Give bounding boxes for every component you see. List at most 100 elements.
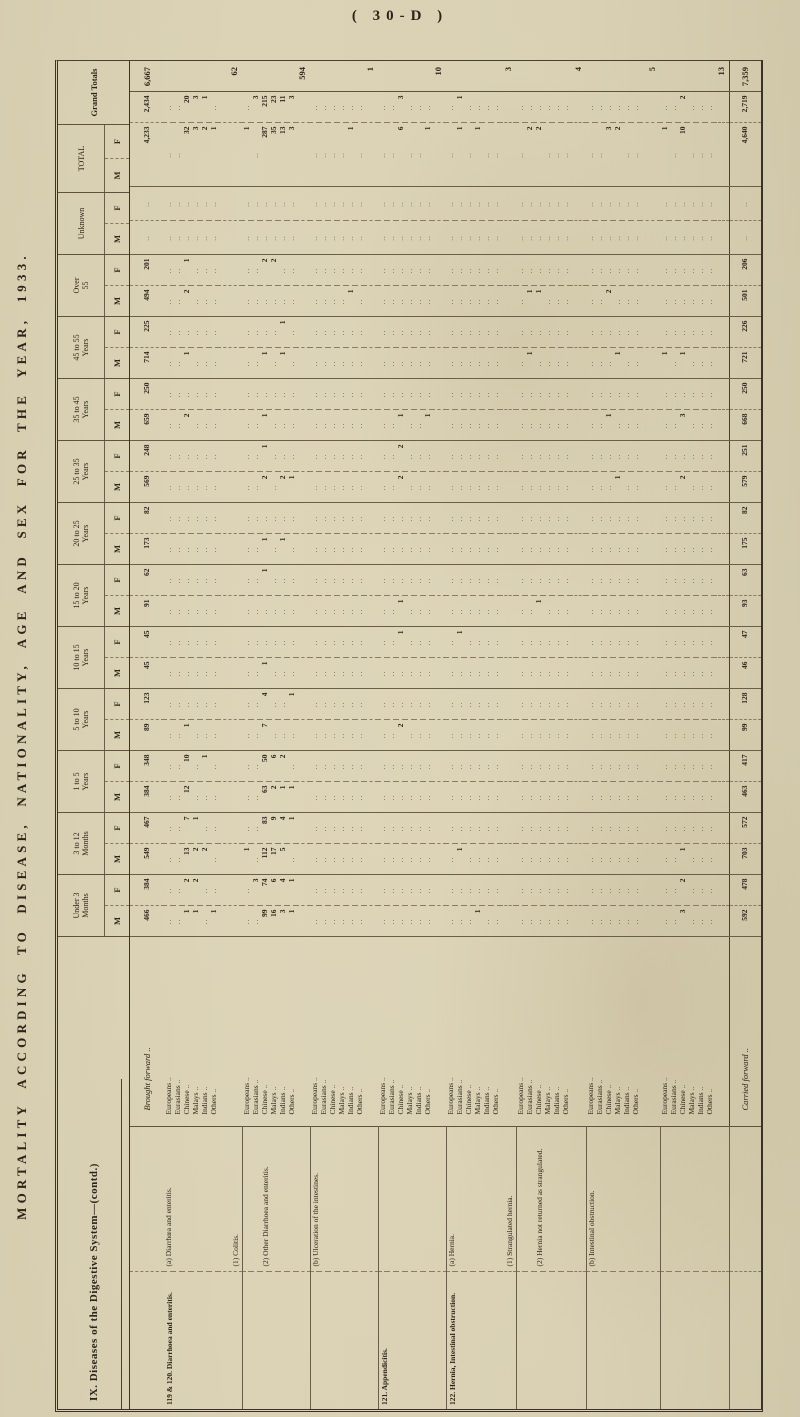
data-cell: .. — [387, 844, 396, 875]
data-cell: .. — [378, 844, 387, 875]
data-cell: .. — [337, 720, 346, 751]
spacer-cell — [570, 123, 586, 187]
spacer-cell — [296, 410, 310, 441]
data-cell: .. — [631, 503, 640, 534]
data-cell: .. — [687, 689, 696, 720]
data-cell: .. — [328, 255, 337, 286]
data-cell: .. — [269, 441, 278, 472]
data-cell: .. — [586, 187, 595, 221]
spacer-cell — [500, 92, 516, 123]
data-cell: .. — [525, 441, 534, 472]
data-cell: .. — [278, 658, 287, 689]
sex-subheader: M — [112, 482, 122, 492]
data-cell: .. — [604, 534, 613, 565]
data-cell: 1 — [260, 410, 269, 441]
spacer-cell — [640, 92, 660, 123]
data-cell: .. — [525, 255, 534, 286]
data-cell: .. — [525, 317, 534, 348]
nationality-label: Indians .. — [346, 937, 355, 1127]
data-cell: .. — [491, 286, 500, 317]
data-cell: .. — [378, 221, 387, 255]
spacer-cell — [570, 441, 586, 472]
data-cell: .. — [687, 565, 696, 596]
data-cell: .. — [696, 689, 705, 720]
data-cell: .. — [328, 906, 337, 937]
data-cell: .. — [622, 92, 631, 123]
data-cell: .. — [464, 782, 473, 813]
data-cell: .. — [287, 565, 296, 596]
data-cell: .. — [310, 813, 319, 844]
data-cell: .. — [595, 906, 604, 937]
data-cell: .. — [678, 379, 687, 410]
data-cell: .. — [310, 379, 319, 410]
data-cell: .. — [209, 379, 218, 410]
data-cell: .. — [622, 317, 631, 348]
data-cell: .. — [491, 813, 500, 844]
spacer-cell — [640, 123, 660, 187]
data-cell: .. — [687, 503, 696, 534]
spacer-cell — [296, 937, 310, 1127]
data-cell: .. — [482, 720, 491, 751]
data-cell: 1 — [191, 813, 200, 844]
data-cell: .. — [687, 596, 696, 627]
data-cell: .. — [696, 627, 705, 658]
data-cell: .. — [464, 627, 473, 658]
age-column-header: 3 to 12 Months M F — [58, 813, 129, 875]
data-cell: 201 — [130, 255, 164, 286]
data-cell: .. — [387, 410, 396, 441]
data-cell: .. — [595, 317, 604, 348]
data-cell: .. — [414, 720, 423, 751]
data-cell: .. — [251, 379, 260, 410]
data-cell: .. — [209, 503, 218, 534]
data-cell: .. — [464, 503, 473, 534]
spacer-cell — [500, 720, 516, 751]
spacer-cell — [500, 255, 516, 286]
spacer-cell — [218, 379, 242, 410]
data-cell: .. — [687, 187, 696, 221]
data-cell: .. — [516, 844, 525, 875]
data-cell: .. — [696, 782, 705, 813]
data-cell: 2 — [678, 92, 687, 123]
data-cell: 9 — [269, 813, 278, 844]
nationality-label: Chinese .. — [396, 937, 405, 1127]
data-cell: .. — [387, 565, 396, 596]
data-cell: .. — [622, 751, 631, 782]
data-cell: .. — [446, 534, 455, 565]
data-cell: .. — [200, 379, 209, 410]
disease-label-cell — [130, 1272, 164, 1409]
data-cell: 1 — [525, 348, 534, 379]
data-cell: .. — [396, 875, 405, 906]
data-cell: 206 — [729, 255, 761, 286]
data-cell: .. — [396, 379, 405, 410]
data-cell: .. — [678, 751, 687, 782]
data-cell: 74 — [260, 875, 269, 906]
nationality-label: Eurasians .. — [387, 937, 396, 1127]
spacer-cell — [218, 441, 242, 472]
data-cell: 175 — [729, 534, 761, 565]
spacer-cell — [364, 410, 378, 441]
nationality-label: Eurasians .. — [173, 937, 182, 1127]
data-cell: .. — [319, 875, 328, 906]
data-cell: .. — [586, 503, 595, 534]
data-cell: .. — [561, 658, 570, 689]
data-cell: .. — [378, 286, 387, 317]
data-cell: .. — [423, 503, 432, 534]
data-cell: .. — [482, 627, 491, 658]
data-cell: .. — [446, 410, 455, 441]
data-cell: .. — [604, 906, 613, 937]
data-cell: .. — [405, 348, 414, 379]
data-cell: .. — [414, 503, 423, 534]
data-cell: .. — [414, 689, 423, 720]
data-cell: 3 — [251, 92, 260, 123]
data-cell: .. — [669, 627, 678, 658]
data-cell: .. — [310, 906, 319, 937]
data-cell: .. — [346, 596, 355, 627]
data-cell: .. — [387, 689, 396, 720]
data-cell: .. — [310, 187, 319, 221]
sex-subheader: M — [112, 296, 122, 306]
data-cell: .. — [200, 286, 209, 317]
grand-total-cell: 594 — [242, 61, 310, 92]
data-cell: 46 — [729, 658, 761, 689]
spacer-cell — [296, 123, 310, 187]
data-cell: .. — [414, 187, 423, 221]
